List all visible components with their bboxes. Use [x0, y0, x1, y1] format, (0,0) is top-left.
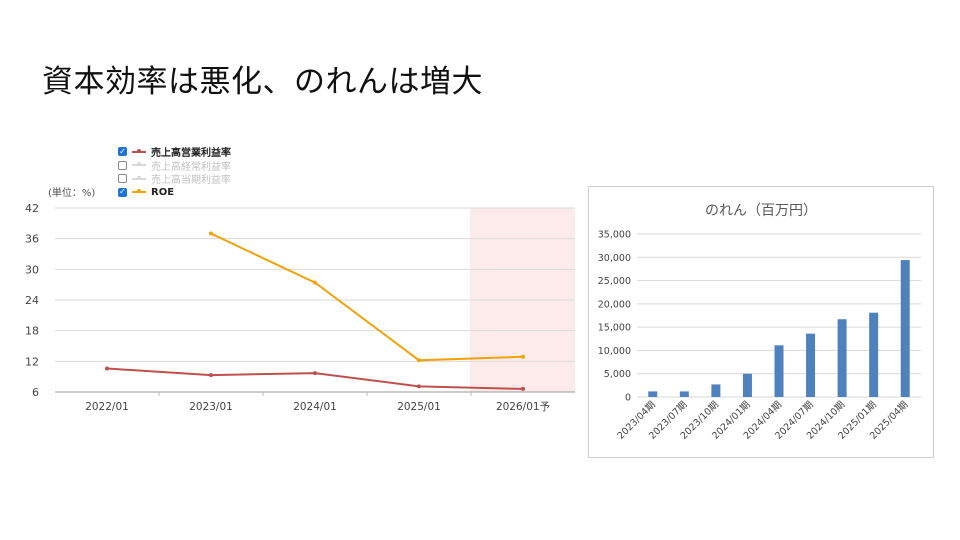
- y-tick-label: 0: [625, 393, 631, 404]
- legend-item-operating-margin[interactable]: 売上高営業利益率: [118, 145, 231, 159]
- y-tick-label: 18: [25, 325, 39, 338]
- data-point: [417, 358, 421, 363]
- y-tick-label: 24: [25, 294, 39, 307]
- bar: [806, 333, 816, 397]
- y-tick-label: 10,000: [598, 346, 631, 357]
- y-tick-label: 30,000: [598, 253, 631, 264]
- y-tick-label: 25,000: [598, 276, 631, 287]
- y-tick-label: 36: [25, 233, 39, 246]
- data-point: [521, 354, 525, 359]
- y-tick-label: 20,000: [598, 299, 631, 310]
- goodwill-chart-panel: のれん（百万円） 0 5,000 10,000 15,000 20,000 25,000 30…: [588, 186, 934, 458]
- y-tick-label: 30: [25, 263, 39, 276]
- legend-swatch: [132, 162, 146, 167]
- bar: [774, 345, 784, 397]
- legend-label: 売上高当期利益率: [151, 175, 231, 187]
- chart-title: のれん（百万円）: [705, 203, 817, 219]
- chart-legend: 売上高営業利益率 売上高経常利益率 売上高当期利益率 ROE: [118, 145, 231, 199]
- legend-checkbox[interactable]: [118, 160, 127, 170]
- x-tick-label: 2022/01: [85, 401, 129, 413]
- data-point: [209, 373, 213, 378]
- series-line: [210, 232, 524, 362]
- x-tick-label: 2025/01: [397, 401, 441, 413]
- legend-item-net-margin[interactable]: 売上高当期利益率: [118, 172, 231, 186]
- legend-checkbox[interactable]: [118, 147, 127, 157]
- unit-label: (単位：%): [48, 188, 96, 199]
- data-point: [313, 371, 317, 376]
- goodwill-bar-chart: のれん（百万円） 0 5,000 10,000 15,000 20,000 25,000 30…: [598, 203, 921, 442]
- legend-label: 売上高営業利益率: [151, 148, 231, 160]
- legend-label: ROE: [151, 186, 175, 198]
- legend-checkbox[interactable]: [118, 174, 127, 184]
- legend-checkbox[interactable]: [118, 187, 127, 197]
- y-tick-label: 6: [32, 386, 39, 399]
- y-tick-label: 12: [25, 355, 39, 368]
- bar: [837, 319, 847, 397]
- y-tick-label: 5,000: [604, 369, 631, 380]
- legend-swatch: [132, 189, 146, 194]
- bar: [869, 312, 879, 397]
- data-point: [521, 386, 525, 391]
- margin-roe-line-chart: 6 12 18 24 30 36 42 2022/01 2023/01 2024/01 2025/0…: [25, 202, 575, 413]
- bar: [900, 260, 910, 397]
- y-tick-label: 15,000: [598, 323, 631, 334]
- legend-swatch: [132, 148, 146, 153]
- x-tick-label: 2024/01: [293, 401, 337, 413]
- bar: [711, 384, 721, 397]
- legend-item-roe[interactable]: ROE: [118, 186, 231, 200]
- legend-label: 売上高経常利益率: [151, 161, 231, 173]
- x-tick-label: 2026/01予: [496, 401, 550, 413]
- y-tick-label: 42: [25, 202, 39, 215]
- y-tick-label: 35,000: [598, 230, 631, 241]
- bar: [742, 373, 752, 397]
- data-point: [417, 384, 421, 389]
- legend-item-ordinary-margin[interactable]: 売上高経常利益率: [118, 159, 231, 173]
- slide-title: 資本効率は悪化、のれんは増大: [42, 64, 483, 100]
- data-point: [105, 366, 109, 371]
- data-point: [209, 231, 213, 236]
- legend-swatch: [132, 175, 146, 180]
- bar: [648, 391, 658, 397]
- x-tick-label: 2023/01: [189, 401, 233, 413]
- bar: [679, 391, 689, 397]
- data-point: [313, 280, 317, 285]
